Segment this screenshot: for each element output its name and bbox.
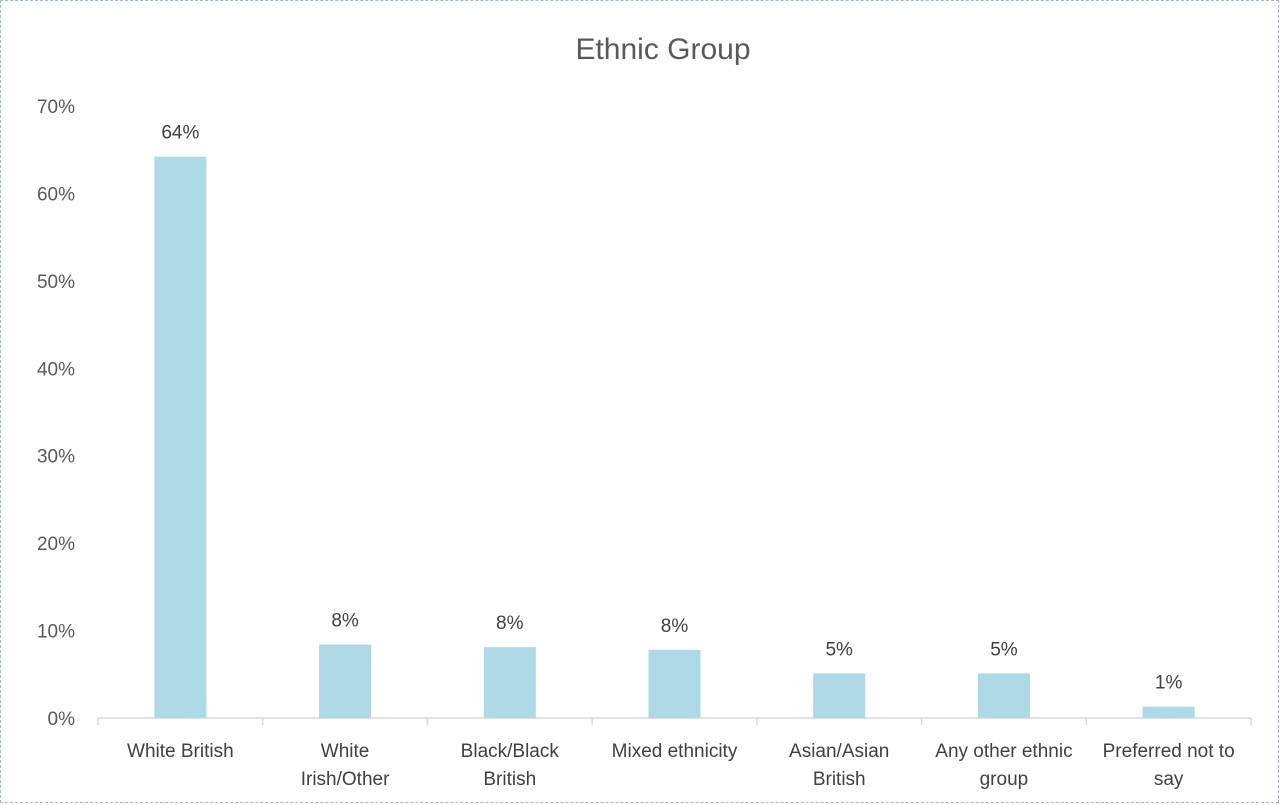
x-tick-label: Black/Black [461, 741, 560, 762]
bars: 64% 8% 8% 8% 5% 5% 1% [154, 123, 1195, 719]
y-tick-label: 70% [37, 97, 75, 118]
data-label: 8% [331, 611, 359, 632]
chart-title: Ethnic Group [575, 33, 750, 66]
data-label: 64% [161, 123, 199, 144]
data-label: 8% [496, 613, 524, 634]
data-label: 5% [825, 639, 853, 660]
bar [319, 644, 372, 718]
x-tick-label: British [813, 769, 866, 790]
x-tick-label: White [321, 741, 370, 762]
y-tick-label: 30% [37, 447, 75, 468]
y-tick-label: 20% [37, 534, 75, 555]
bar [648, 649, 701, 718]
data-label: 8% [661, 616, 689, 637]
bar [483, 647, 536, 718]
y-tick-label: 60% [37, 184, 75, 205]
x-tick-label: Mixed ethnicity [612, 741, 738, 762]
y-tick-label: 10% [37, 622, 75, 643]
y-axis: 0% 10% 20% 30% 40% 50% 60% 70% [37, 97, 75, 730]
bar [154, 156, 207, 719]
data-label: 1% [1155, 673, 1183, 694]
x-tick-label: Asian/Asian [789, 741, 889, 762]
y-tick-label: 50% [37, 272, 75, 293]
x-tick-label: say [1154, 769, 1184, 790]
x-tick-label: British [483, 769, 536, 790]
bar [977, 673, 1030, 718]
x-tick-label: White British [127, 741, 234, 762]
y-tick-label: 0% [48, 709, 76, 730]
x-tick-label: group [980, 769, 1029, 790]
y-tick-label: 40% [37, 359, 75, 380]
data-label: 5% [990, 639, 1018, 660]
x-tick-label: Any other ethnic [935, 741, 1072, 762]
x-tick-label: Preferred not to [1103, 741, 1235, 762]
bar [1142, 706, 1195, 718]
bar [813, 673, 866, 718]
x-axis: White British White Irish/Other Black/Black… [97, 717, 1252, 790]
x-tick-label: Irish/Other [301, 769, 390, 790]
